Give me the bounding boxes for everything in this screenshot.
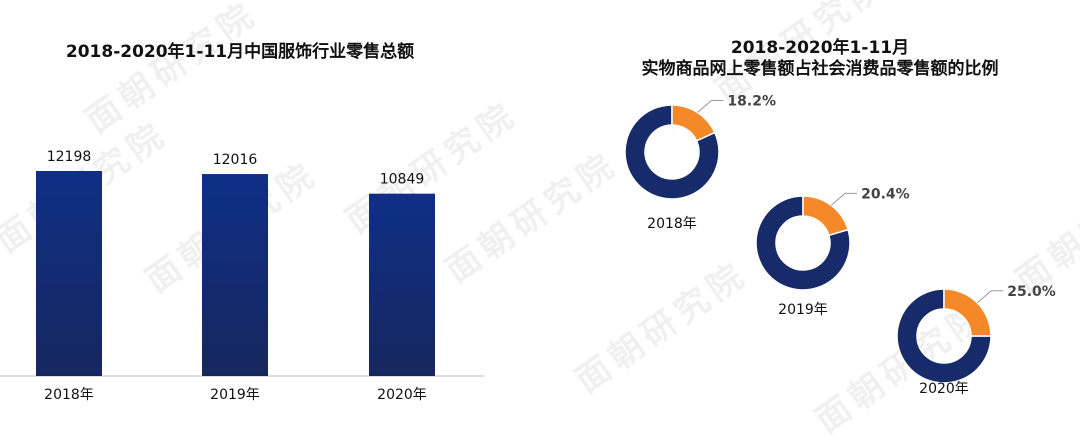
donut-slice-online bbox=[802, 195, 849, 237]
donut-slice-online bbox=[943, 288, 992, 337]
donut-percent-label: 20.4% bbox=[861, 186, 910, 202]
donut-chart: 18.2% 2018年 bbox=[624, 93, 776, 232]
bar-chart-title: 2018-2020年1-11月中国服饰行业零售总额 bbox=[65, 42, 415, 62]
leader-line bbox=[697, 99, 724, 113]
x-tick-label: 2018年 bbox=[44, 387, 94, 403]
donut-year-label: 2019年 bbox=[778, 302, 828, 318]
donut-year-label: 2018年 bbox=[647, 216, 697, 232]
bar-value-label: 12016 bbox=[213, 152, 258, 168]
donut-chart: 25.0% 2020年 bbox=[896, 284, 1056, 397]
x-tick-label: 2019年 bbox=[210, 387, 260, 403]
x-tick-label: 2020年 bbox=[377, 387, 427, 403]
donut-chart-title: 2018-2020年1-11月 实物商品网上零售额占社会消费品零售额的比例 bbox=[610, 38, 1030, 80]
donut-chart: 20.4% 2019年 bbox=[755, 186, 910, 318]
donut-percent-label: 18.2% bbox=[727, 93, 776, 109]
donut-slice-online bbox=[671, 104, 716, 142]
donut-slice-rest bbox=[624, 104, 720, 200]
donut-chart-title-line2: 实物商品网上零售额占社会消费品零售额的比例 bbox=[641, 59, 999, 79]
donut-slice-rest bbox=[896, 288, 992, 384]
donut-percent-label: 25.0% bbox=[1007, 284, 1056, 300]
leader-line bbox=[830, 192, 858, 206]
bar bbox=[202, 174, 268, 376]
donut-year-label: 2020年 bbox=[919, 381, 969, 397]
donut-slice-rest bbox=[755, 195, 851, 291]
bar bbox=[369, 193, 435, 376]
donut-chart-title-line1: 2018-2020年1-11月 bbox=[730, 38, 910, 58]
bar bbox=[36, 171, 102, 376]
donut-chart-group: 18.2% 2018年 20.4% 2019年 25.0% 2020年 bbox=[624, 93, 1056, 397]
bar-value-label: 12198 bbox=[47, 149, 92, 165]
bar-chart: 12198 2018年 12016 2019年 10849 2020年 bbox=[0, 149, 485, 403]
bar-value-label: 10849 bbox=[380, 172, 425, 188]
chart-canvas: 12198 2018年 12016 2019年 10849 2020年 18.2% 2018… bbox=[0, 93, 1056, 403]
leader-line bbox=[976, 290, 1004, 304]
